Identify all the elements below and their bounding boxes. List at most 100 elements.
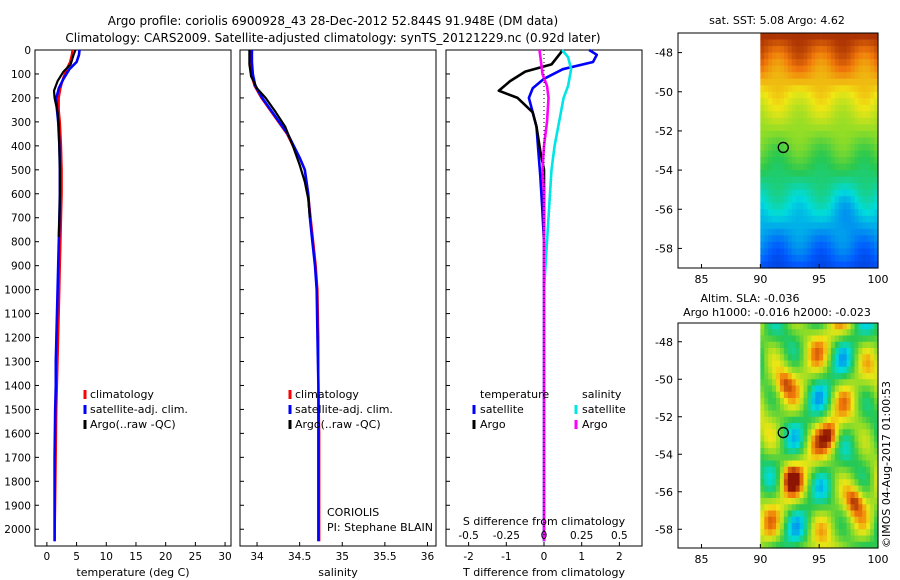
map-cell — [846, 541, 852, 549]
map-cell — [783, 189, 789, 197]
map-cell — [827, 176, 832, 184]
map-cell — [795, 504, 801, 512]
map-cell — [772, 209, 777, 217]
map-cell — [768, 491, 773, 499]
map-cell — [830, 183, 836, 191]
map-cell — [838, 429, 844, 437]
map-cell — [834, 335, 840, 343]
map-cell — [811, 398, 816, 405]
map-cell — [795, 510, 801, 518]
map-cell — [815, 170, 820, 178]
map-cell — [815, 176, 820, 184]
map-cell — [776, 59, 781, 67]
map-cell — [795, 143, 801, 152]
map-cell — [776, 163, 781, 171]
map-cell — [846, 441, 852, 449]
x-tick-label: -1 — [501, 551, 511, 563]
map-cell — [834, 341, 840, 349]
sla-map-title-line2: Argo h1000: -0.016 h2000: -0.023 — [683, 306, 871, 319]
map-cell — [870, 485, 875, 493]
map-cell — [795, 209, 801, 217]
map-cell — [815, 248, 820, 256]
map-cell — [850, 373, 856, 380]
map-cell — [807, 354, 812, 362]
map-cell — [874, 117, 879, 125]
map-cell — [823, 448, 828, 455]
map-cell — [870, 228, 875, 236]
map-cell — [834, 183, 840, 191]
figure-title-line1: Argo profile: coriolis 6900928_43 28-Dec… — [108, 14, 558, 28]
map-cell — [783, 52, 789, 60]
map-cell — [811, 429, 816, 437]
map-cell — [846, 323, 852, 330]
map-cell — [799, 404, 805, 412]
map-cell — [850, 398, 856, 405]
map-cell — [823, 510, 828, 518]
map-cell — [819, 117, 824, 125]
map-cell — [760, 473, 765, 480]
map-cell — [834, 261, 840, 269]
map-cell — [779, 410, 785, 418]
map-cell — [823, 202, 828, 210]
map-cell — [791, 454, 797, 462]
map-cell — [791, 261, 797, 269]
map-cell — [819, 323, 824, 330]
map-cell — [866, 410, 871, 418]
map-cell — [866, 504, 871, 512]
map-cell — [779, 535, 785, 543]
map-cell — [787, 435, 793, 443]
map-cell — [838, 485, 844, 493]
map-cell — [858, 78, 863, 86]
map-cell — [807, 261, 812, 269]
map-cell — [854, 429, 859, 437]
map-cell — [870, 366, 875, 374]
map-cell — [819, 498, 824, 505]
map-cell — [764, 341, 769, 349]
map-cell — [842, 65, 848, 73]
map-cell — [819, 460, 824, 468]
map-cell — [795, 379, 801, 387]
map-cell — [815, 466, 820, 474]
map-cell — [834, 379, 840, 387]
map-cell — [776, 91, 781, 99]
map-cell — [779, 504, 785, 512]
map-cell — [823, 78, 828, 86]
map-cell — [854, 163, 859, 171]
map-cell — [795, 485, 801, 493]
map-cell — [819, 373, 824, 380]
map-cell — [870, 535, 875, 543]
map-cell — [846, 335, 852, 343]
map-cell — [874, 157, 879, 165]
map-cell — [787, 410, 793, 418]
map-cell — [807, 241, 812, 250]
map-cell — [838, 248, 844, 256]
map-cell — [830, 98, 836, 106]
map-cell — [874, 176, 879, 184]
map-cell — [795, 516, 801, 524]
map-cell — [811, 59, 816, 67]
map-cell — [842, 360, 848, 368]
map-cell — [866, 416, 871, 424]
map-cell — [874, 85, 879, 93]
map-cell — [776, 348, 781, 355]
map-cell — [819, 535, 824, 543]
map-cell — [834, 235, 840, 243]
map-cell — [768, 176, 773, 184]
map-cell — [787, 335, 793, 343]
map-cell — [842, 423, 848, 430]
map-cell — [850, 222, 856, 230]
map-cell — [874, 498, 879, 505]
map-cell — [858, 248, 863, 256]
map-cell — [823, 111, 828, 119]
map-cell — [791, 215, 797, 223]
map-cell — [776, 150, 781, 158]
map-cell — [827, 491, 832, 499]
map-cell — [799, 189, 805, 197]
map-cell — [787, 366, 793, 374]
map-cell — [791, 373, 797, 380]
map-cell — [870, 360, 875, 368]
map-cell — [768, 209, 773, 217]
map-cell — [846, 46, 852, 54]
map-cell — [779, 479, 785, 487]
map-cell — [846, 504, 852, 512]
